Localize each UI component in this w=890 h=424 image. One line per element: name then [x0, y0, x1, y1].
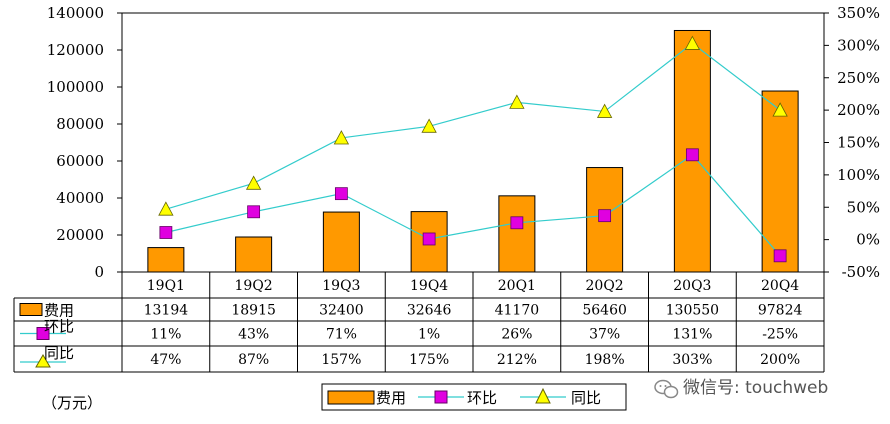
table-cell: 41170 — [495, 303, 540, 319]
watermark-text: 微信号: touchweb — [683, 378, 828, 398]
hb-point — [159, 226, 173, 239]
row-key-marker — [36, 327, 50, 340]
category-label: 20Q2 — [586, 278, 624, 294]
left-axis-tick-label: 140000 — [47, 4, 104, 22]
tb-point — [245, 175, 262, 190]
legend: 费用 环比 同比 — [321, 383, 627, 411]
hb-point — [598, 209, 612, 223]
legend-label: 环比 — [467, 389, 497, 407]
left-axis-tick-label: 40000 — [56, 189, 104, 207]
table-cell: 87% — [238, 352, 269, 368]
watermark: 微信号: touchweb — [654, 378, 828, 399]
left-axis-tick-label: 20000 — [56, 226, 104, 244]
table-cell: 175% — [409, 352, 449, 368]
table-cell: 32646 — [407, 303, 452, 319]
tb-point — [158, 201, 174, 216]
category-label: 19Q1 — [147, 278, 185, 294]
hb-point — [685, 148, 699, 162]
right-axis-tick-label: 150% — [837, 134, 880, 152]
left-axis-tick-label: 60000 — [56, 152, 104, 170]
table-cell: 130550 — [666, 303, 719, 319]
legend-label: 费用 — [376, 389, 406, 407]
bar — [761, 90, 799, 273]
tb-point — [333, 130, 350, 145]
table-cell: 26% — [501, 327, 532, 343]
hb-point — [773, 249, 787, 263]
hb-point — [510, 216, 524, 230]
table-cell: 212% — [497, 352, 537, 368]
row-key-label: 环比 — [44, 318, 74, 336]
table-cell: 97824 — [758, 303, 803, 319]
tb-point — [421, 118, 437, 133]
table-cell: 43% — [238, 327, 269, 343]
tb-point — [772, 102, 788, 117]
table-cell: 11% — [150, 327, 181, 343]
left-axis-tick-label: 80000 — [56, 115, 104, 133]
hb-point — [247, 205, 261, 219]
bar — [498, 195, 536, 273]
legend-key-marker — [535, 387, 551, 404]
right-axis-tick-label: 50% — [847, 198, 880, 216]
row-key-label: 费用 — [44, 302, 74, 320]
tb-point — [509, 94, 525, 109]
category-label: 20Q4 — [761, 278, 799, 294]
table-cell: 200% — [760, 352, 800, 368]
legend-label: 同比 — [571, 389, 601, 407]
tb-point — [684, 35, 701, 50]
table-cell: 1% — [418, 327, 440, 343]
hb-point — [334, 187, 348, 201]
tb-point — [596, 103, 613, 118]
left-axis: 0 20000 40000 60000 80000 100000 120000 140000 — [47, 4, 122, 281]
table-cell: 56460 — [582, 303, 627, 319]
right-axis-tick-label: 100% — [837, 166, 880, 184]
category-label: 19Q4 — [410, 278, 448, 294]
legend-key-marker — [434, 390, 448, 404]
hb-line — [165, 154, 781, 257]
left-axis-tick-label: 0 — [94, 263, 104, 281]
table-cell: 13194 — [144, 303, 189, 319]
category-label: 20Q3 — [673, 278, 711, 294]
table-cell: 37% — [589, 327, 620, 343]
bar-series — [147, 29, 799, 273]
table-cell: 18915 — [231, 303, 276, 319]
table-cell: 47% — [150, 352, 181, 368]
table-cell: 157% — [321, 352, 361, 368]
right-axis-tick-label: 0% — [856, 231, 880, 249]
data-table: 19Q1 19Q2 19Q3 19Q4 20Q1 20Q2 20Q3 20Q4 13194 189… — [13, 271, 825, 373]
category-label: 19Q2 — [235, 278, 273, 294]
legend-key-bar — [327, 390, 375, 405]
right-axis-tick-label: 350% — [837, 4, 880, 22]
bar — [322, 211, 360, 273]
bar — [147, 247, 185, 273]
row-key-marker — [35, 354, 51, 368]
line-series — [158, 35, 788, 263]
right-axis-tick-label: -50% — [842, 263, 880, 281]
unit-label: （万元） — [42, 394, 102, 412]
hb-point — [422, 232, 436, 246]
right-axis-tick-label: 250% — [837, 69, 880, 87]
category-label: 20Q1 — [498, 278, 536, 294]
table-cell: 303% — [672, 352, 712, 368]
tb-line — [165, 42, 781, 210]
right-axis: -50% 0% 50% 100% 150% 200% 250% 300% 350% — [824, 4, 880, 281]
right-axis-tick-label: 200% — [837, 101, 880, 119]
table-cell: 131% — [672, 327, 712, 343]
table-cell: 198% — [585, 352, 625, 368]
table-cell: -25% — [762, 327, 798, 343]
right-axis-tick-label: 300% — [837, 36, 880, 54]
category-label: 19Q3 — [322, 278, 360, 294]
table-cell: 71% — [326, 327, 357, 343]
bar — [235, 236, 273, 273]
left-axis-tick-label: 100000 — [47, 78, 104, 96]
table-cell: 32400 — [319, 303, 364, 319]
row-key-bar — [19, 303, 43, 316]
left-axis-tick-label: 120000 — [47, 41, 104, 59]
row-key-label: 同比 — [44, 344, 74, 362]
wechat-icon — [654, 379, 679, 399]
